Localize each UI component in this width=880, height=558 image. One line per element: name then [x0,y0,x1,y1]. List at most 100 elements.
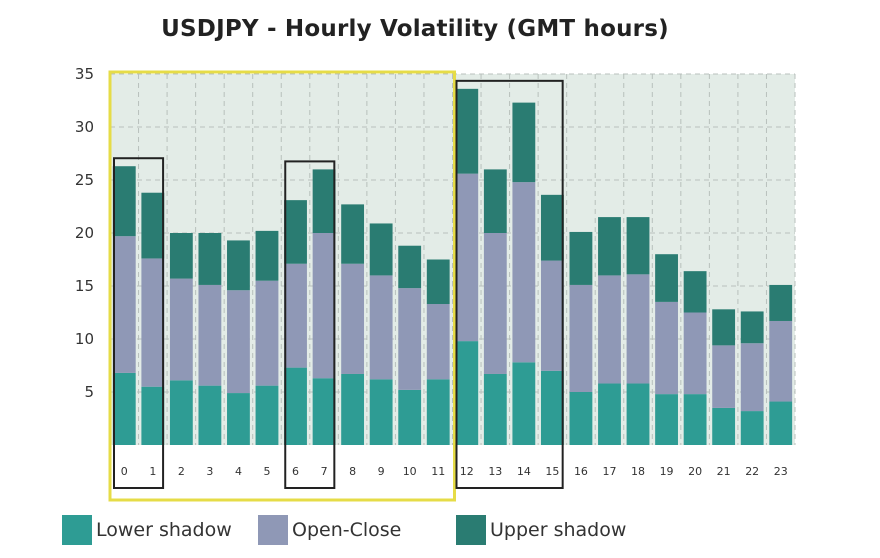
x-tick-label-15: 15 [545,465,559,478]
bar-upper-shadow-13 [483,169,507,233]
x-tick-label-12: 12 [460,465,474,478]
bar-lower-shadow-15 [540,370,564,445]
bar-upper-shadow-11 [426,259,450,305]
bar-lower-shadow-0 [112,372,136,445]
bar-upper-shadow-18 [626,217,650,275]
highlight-box-12-15 [455,79,564,489]
bar-open-close-17 [598,275,621,384]
bar-lower-shadow-13 [483,373,507,445]
x-tick-label-8: 8 [349,465,356,478]
bar-open-close-10 [398,288,422,390]
bar-open-close-4 [227,290,250,394]
bar-lower-shadow-11 [426,379,450,445]
bar-upper-shadow-19 [655,254,678,302]
x-tick-label-1: 1 [149,465,156,478]
x-tick-label-13: 13 [488,465,502,478]
legend-swatch-open-close [258,515,288,545]
legend-item-open-close: Open-Close [258,515,456,545]
bar-lower-shadow-10 [398,389,422,445]
highlight-boxes [108,70,564,502]
x-tick-label-9: 9 [378,465,385,478]
bar-lower-shadow-14 [512,362,536,445]
bar-open-close-2 [169,278,193,381]
x-tick-label-20: 20 [688,465,702,478]
bar-open-close-5 [255,280,279,386]
bar-upper-shadow-15 [540,194,564,261]
bar-open-close-21 [712,345,736,408]
bar-lower-shadow-22 [740,411,764,445]
x-tick-label-16: 16 [574,465,588,478]
bar-upper-shadow-17 [598,217,621,276]
bar-lower-shadow-7 [312,378,336,445]
x-tick-label-22: 22 [745,465,759,478]
x-tick-label-0: 0 [121,465,128,478]
bar-lower-shadow-19 [655,394,678,445]
bar-upper-shadow-10 [398,245,422,289]
bar-lower-shadow-9 [369,379,393,445]
bar-upper-shadow-23 [769,284,793,321]
x-tick-label-23: 23 [774,465,788,478]
y-axis-ticks: 5 10 15 20 25 30 35 [75,65,94,401]
bars [112,88,793,445]
bar-upper-shadow-12 [455,88,479,174]
bar-lower-shadow-20 [683,394,707,445]
x-tick-label-6: 6 [292,465,299,478]
bar-upper-shadow-1 [141,192,165,259]
highlight-box-0-1 [113,157,165,489]
bar-upper-shadow-20 [683,271,707,313]
x-tick-label-21: 21 [717,465,731,478]
y-tick-label-35: 35 [75,65,94,83]
y-tick-label-10: 10 [75,330,94,348]
x-tick-label-10: 10 [403,465,417,478]
bar-open-close-18 [626,274,650,384]
bar-lower-shadow-1 [141,386,165,445]
bar-upper-shadow-5 [255,230,279,281]
x-tick-label-2: 2 [178,465,185,478]
chart-title: USDJPY - Hourly Volatility (GMT hours) [161,16,669,42]
y-tick-label-5: 5 [84,383,94,401]
bar-open-close-6 [284,263,307,368]
bar-upper-shadow-7 [312,169,336,233]
legend: Lower shadow Open-Close Upper shadow [62,512,626,548]
x-tick-label-18: 18 [631,465,645,478]
bar-open-close-14 [512,182,536,363]
highlight-box-6-7 [284,160,336,489]
bar-upper-shadow-22 [740,311,764,344]
legend-swatch-upper-shadow [456,515,486,545]
bar-open-close-16 [569,284,593,392]
y-tick-label-20: 20 [75,224,94,242]
bar-upper-shadow-4 [227,240,250,291]
x-tick-label-14: 14 [517,465,531,478]
bar-lower-shadow-6 [284,367,307,445]
x-axis-ticks: 0 1 2 3 4 5 6 7 8 9 10 11 12 13 14 15 16 17 18 19 20 21 22 23 [121,465,788,478]
legend-label-lower-shadow: Lower shadow [96,519,232,541]
bar-upper-shadow-8 [341,204,365,264]
x-tick-label-17: 17 [602,465,616,478]
bar-lower-shadow-2 [169,380,193,445]
bar-open-close-15 [540,260,564,371]
bar-lower-shadow-17 [598,383,621,445]
bar-upper-shadow-9 [369,223,393,276]
bar-lower-shadow-8 [341,373,365,445]
bar-open-close-9 [369,275,393,380]
y-tick-label-30: 30 [75,118,94,136]
bar-open-close-3 [198,284,222,386]
bar-lower-shadow-18 [626,383,650,445]
y-tick-label-15: 15 [75,277,94,295]
x-tick-label-5: 5 [263,465,270,478]
bar-open-close-22 [740,343,764,412]
bar-lower-shadow-3 [198,385,222,445]
bar-upper-shadow-6 [284,200,307,264]
bar-upper-shadow-14 [512,102,536,183]
bar-open-close-19 [655,301,678,395]
bar-upper-shadow-21 [712,309,736,346]
bar-upper-shadow-3 [198,233,222,285]
bar-open-close-23 [769,320,793,402]
bar-lower-shadow-21 [712,407,736,445]
legend-label-upper-shadow: Upper shadow [490,519,627,541]
bar-lower-shadow-16 [569,392,593,445]
x-tick-label-7: 7 [321,465,328,478]
y-tick-label-25: 25 [75,171,94,189]
bar-open-close-8 [341,263,365,374]
legend-label-open-close: Open-Close [292,519,402,541]
